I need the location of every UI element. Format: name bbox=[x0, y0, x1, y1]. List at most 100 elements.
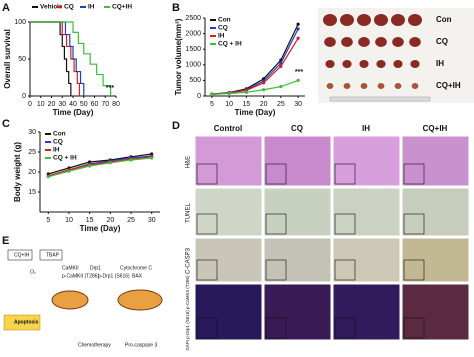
series-line bbox=[48, 157, 152, 178]
diagram-label: Drp1 bbox=[90, 265, 101, 271]
tumor bbox=[358, 37, 370, 47]
apoptosis-arrow bbox=[3, 314, 41, 331]
diagram-label: Apoptosis bbox=[14, 319, 39, 325]
x-tick-label: 30 bbox=[294, 101, 302, 108]
data-point bbox=[244, 90, 248, 94]
micrograph bbox=[194, 187, 263, 237]
diagram-label: p-CaMKII (T286) bbox=[62, 273, 100, 279]
tumor-label: IH bbox=[436, 59, 444, 68]
y-tick-label: 50 bbox=[18, 56, 26, 63]
data-point bbox=[296, 36, 300, 40]
diagram-label: Pro-caspase 3 bbox=[125, 342, 157, 348]
tumor bbox=[374, 14, 388, 26]
inset bbox=[334, 163, 356, 185]
y-tick-label: 15 bbox=[28, 189, 36, 196]
legend-label: Con bbox=[218, 17, 231, 24]
row-label: H&E bbox=[186, 156, 192, 168]
series-line bbox=[30, 21, 72, 96]
inset bbox=[403, 213, 425, 235]
diagram-label: TBAP bbox=[46, 252, 60, 258]
y-axis-label: Overall survival bbox=[3, 29, 12, 89]
legend-label: CQ + IH bbox=[218, 41, 242, 48]
tumor bbox=[360, 83, 368, 89]
data-point bbox=[296, 22, 300, 26]
diagram-label: Chemotherapy bbox=[78, 342, 111, 348]
mitochondrion bbox=[51, 290, 89, 310]
x-tick-label: 10 bbox=[225, 101, 233, 108]
inset bbox=[265, 259, 287, 281]
inset bbox=[196, 259, 218, 281]
inset bbox=[334, 259, 356, 281]
mitochondrion bbox=[117, 289, 163, 311]
tumor-label: CQ+IH bbox=[436, 81, 461, 90]
series-line bbox=[48, 156, 152, 177]
x-tick-label: 40 bbox=[69, 101, 77, 108]
panel-label: E bbox=[2, 235, 9, 247]
tumor bbox=[410, 60, 420, 68]
legend-label: CQ bbox=[53, 139, 63, 146]
micrograph bbox=[263, 135, 332, 187]
inset bbox=[265, 163, 287, 185]
ruler bbox=[329, 96, 431, 102]
panel-label: D bbox=[172, 120, 180, 132]
data-point bbox=[210, 92, 214, 97]
y-tick-label: 25 bbox=[28, 149, 36, 156]
tumor bbox=[326, 83, 334, 89]
tumor bbox=[342, 60, 352, 68]
data-point bbox=[46, 175, 50, 179]
x-tick-label: 30 bbox=[58, 101, 66, 108]
micrograph bbox=[401, 135, 470, 187]
tumor bbox=[357, 14, 371, 26]
tumor bbox=[340, 14, 354, 26]
diagram-label: CaMKII bbox=[62, 265, 79, 271]
tumor bbox=[394, 83, 402, 89]
y-tick-label: 30 bbox=[28, 129, 36, 136]
x-tick-label: 50 bbox=[80, 101, 88, 108]
inset bbox=[334, 213, 356, 235]
x-tick-label: 30 bbox=[148, 217, 156, 224]
x-tick-label: 5 bbox=[46, 217, 50, 224]
y-tick-label: 100 bbox=[14, 19, 26, 26]
legend-label: CQ bbox=[218, 25, 228, 32]
micrograph bbox=[194, 283, 263, 341]
y-tick-label: 0 bbox=[197, 93, 201, 100]
y-tick-label: 0 bbox=[22, 93, 26, 100]
y-tick-label: 2000 bbox=[185, 30, 201, 37]
tumor-label: Con bbox=[436, 15, 452, 24]
tumor bbox=[393, 60, 403, 68]
legend-label: IH bbox=[88, 4, 95, 11]
x-tick-label: 15 bbox=[86, 217, 94, 224]
panel-label: B bbox=[172, 2, 180, 14]
tumor bbox=[324, 37, 336, 47]
data-point bbox=[262, 81, 266, 85]
micrograph bbox=[332, 187, 401, 237]
annotation: *** bbox=[295, 69, 303, 76]
micrograph bbox=[332, 283, 401, 341]
x-tick-label: 20 bbox=[48, 101, 56, 108]
legend-label: Vehicle bbox=[40, 4, 63, 11]
tumor bbox=[325, 60, 335, 68]
x-tick-label: 5 bbox=[210, 101, 214, 108]
tumor bbox=[341, 37, 353, 47]
micrograph bbox=[263, 237, 332, 283]
x-tick-label: 20 bbox=[106, 217, 114, 224]
y-tick-label: 1000 bbox=[185, 62, 201, 69]
data-point bbox=[227, 91, 231, 96]
x-tick-label: 15 bbox=[242, 101, 250, 108]
series-line bbox=[30, 21, 112, 96]
series-line bbox=[211, 79, 299, 96]
x-axis-label: Time (Day) bbox=[53, 108, 94, 117]
inset bbox=[403, 317, 425, 339]
y-axis-label: Body weight (g) bbox=[13, 142, 22, 202]
tumor bbox=[359, 60, 369, 68]
box bbox=[39, 249, 63, 261]
data-point bbox=[108, 161, 112, 165]
column-label: Control bbox=[214, 124, 242, 133]
legend-label: CQ + IH bbox=[53, 155, 77, 162]
column-label: CQ bbox=[291, 124, 303, 133]
panel-label: C bbox=[2, 118, 10, 130]
annotation: *** bbox=[106, 85, 114, 92]
x-tick-label: 20 bbox=[260, 101, 268, 108]
inset bbox=[334, 317, 356, 339]
diagram-label: Cytochrome C bbox=[120, 265, 152, 271]
